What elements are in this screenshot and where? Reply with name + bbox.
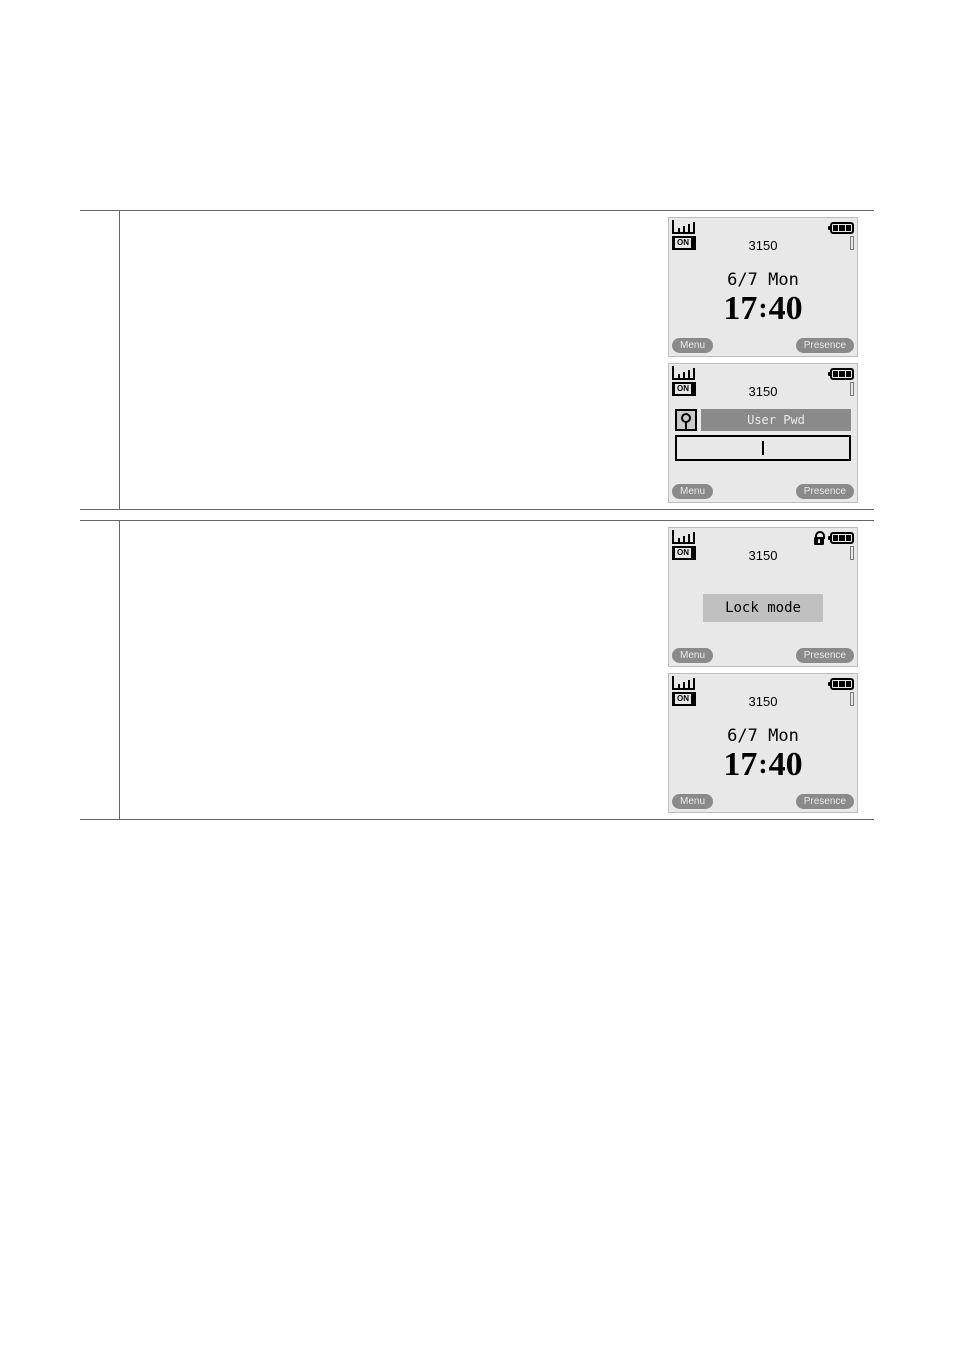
status-right-group	[830, 222, 854, 234]
password-header: User Pwd	[675, 409, 851, 431]
scroll-indicator	[850, 692, 854, 706]
on-badge-label: ON	[675, 694, 691, 704]
step-screens-cell-1: ON 3150 6/7 Mon 17:40 Menu Presence	[654, 211, 874, 509]
softkey-presence[interactable]: Presence	[796, 794, 854, 809]
status-left-group	[672, 222, 695, 234]
phone-screen-password: ON 3150 User Pwd	[668, 363, 858, 503]
softkey-presence[interactable]: Presence	[796, 338, 854, 353]
section-row-1: ON 3150 6/7 Mon 17:40 Menu Presence	[80, 210, 874, 510]
row-gap	[80, 510, 874, 520]
screen-main-area: Lock mode	[669, 567, 857, 648]
battery-icon	[830, 678, 854, 690]
lock-icon	[812, 531, 826, 545]
status-right-group	[830, 368, 854, 380]
screen-main-area: User Pwd	[669, 403, 857, 484]
status-right-group	[812, 531, 854, 545]
extension-row: ON 3150	[669, 546, 857, 564]
extension-number: 3150	[749, 694, 778, 709]
step-left-cell-1	[80, 211, 120, 509]
time-minutes: 40	[769, 746, 803, 783]
status-bar	[669, 528, 857, 546]
status-bar	[669, 674, 857, 692]
step-left-cell-2	[80, 521, 120, 819]
softkey-presence[interactable]: Presence	[796, 648, 854, 663]
battery-icon	[830, 532, 854, 544]
document-page: ON 3150 6/7 Mon 17:40 Menu Presence	[0, 0, 954, 1351]
on-badge: ON	[672, 236, 696, 250]
on-badge-label: ON	[675, 548, 691, 558]
scroll-indicator	[850, 382, 854, 396]
signal-icon	[672, 532, 695, 544]
softkey-row: Menu Presence	[669, 484, 857, 502]
softkey-row: Menu Presence	[669, 794, 857, 812]
signal-icon	[672, 678, 695, 690]
phone-screen-idle-2: ON 3150 6/7 Mon 17:40 Menu Presence	[668, 673, 858, 813]
time-hours: 17	[723, 746, 757, 783]
phone-screen-lockmode: ON 3150 Lock mode Menu Presence	[668, 527, 858, 667]
scroll-indicator	[850, 236, 854, 250]
status-bar	[669, 364, 857, 382]
softkey-menu[interactable]: Menu	[672, 338, 713, 353]
softkey-row: Menu Presence	[669, 338, 857, 356]
status-left-group	[672, 678, 695, 690]
key-icon	[675, 409, 697, 431]
date-label: 6/7 Mon	[727, 270, 799, 290]
extension-row: ON 3150	[669, 692, 857, 710]
extension-number: 3150	[749, 548, 778, 563]
password-entry-block: User Pwd	[675, 409, 851, 461]
time-hours: 17	[723, 290, 757, 327]
signal-icon	[672, 222, 695, 234]
softkey-presence[interactable]: Presence	[796, 484, 854, 499]
phone-screen-idle: ON 3150 6/7 Mon 17:40 Menu Presence	[668, 217, 858, 357]
text-cursor	[762, 441, 764, 455]
status-bar	[669, 218, 857, 236]
on-badge-label: ON	[675, 238, 691, 248]
step-mid-cell-1	[120, 211, 654, 509]
time-label: 17:40	[723, 748, 802, 782]
status-right-group	[830, 678, 854, 690]
on-badge: ON	[672, 382, 696, 396]
screen-main-area: 6/7 Mon 17:40	[669, 257, 857, 338]
battery-icon	[830, 368, 854, 380]
screen-main-area: 6/7 Mon 17:40	[669, 713, 857, 794]
extension-number: 3150	[749, 238, 778, 253]
password-prompt-label: User Pwd	[701, 409, 851, 431]
softkey-menu[interactable]: Menu	[672, 484, 713, 499]
status-left-group	[672, 368, 695, 380]
lock-mode-message: Lock mode	[703, 594, 823, 622]
signal-icon	[672, 368, 695, 380]
scroll-indicator	[850, 546, 854, 560]
extension-row: ON 3150	[669, 382, 857, 400]
softkey-menu[interactable]: Menu	[672, 794, 713, 809]
time-minutes: 40	[769, 290, 803, 327]
battery-icon	[830, 222, 854, 234]
time-label: 17:40	[723, 292, 802, 326]
on-badge-label: ON	[675, 384, 691, 394]
section-row-2: ON 3150 Lock mode Menu Presence	[80, 520, 874, 820]
extension-row: ON 3150	[669, 236, 857, 254]
time-colon: :	[757, 749, 768, 780]
step-screens-cell-2: ON 3150 Lock mode Menu Presence	[654, 521, 874, 819]
password-input[interactable]	[675, 435, 851, 461]
on-badge: ON	[672, 546, 696, 560]
status-left-group	[672, 532, 695, 544]
softkey-menu[interactable]: Menu	[672, 648, 713, 663]
step-mid-cell-2	[120, 521, 654, 819]
time-colon: :	[757, 293, 768, 324]
softkey-row: Menu Presence	[669, 648, 857, 666]
extension-number: 3150	[749, 384, 778, 399]
date-label: 6/7 Mon	[727, 726, 799, 746]
on-badge: ON	[672, 692, 696, 706]
